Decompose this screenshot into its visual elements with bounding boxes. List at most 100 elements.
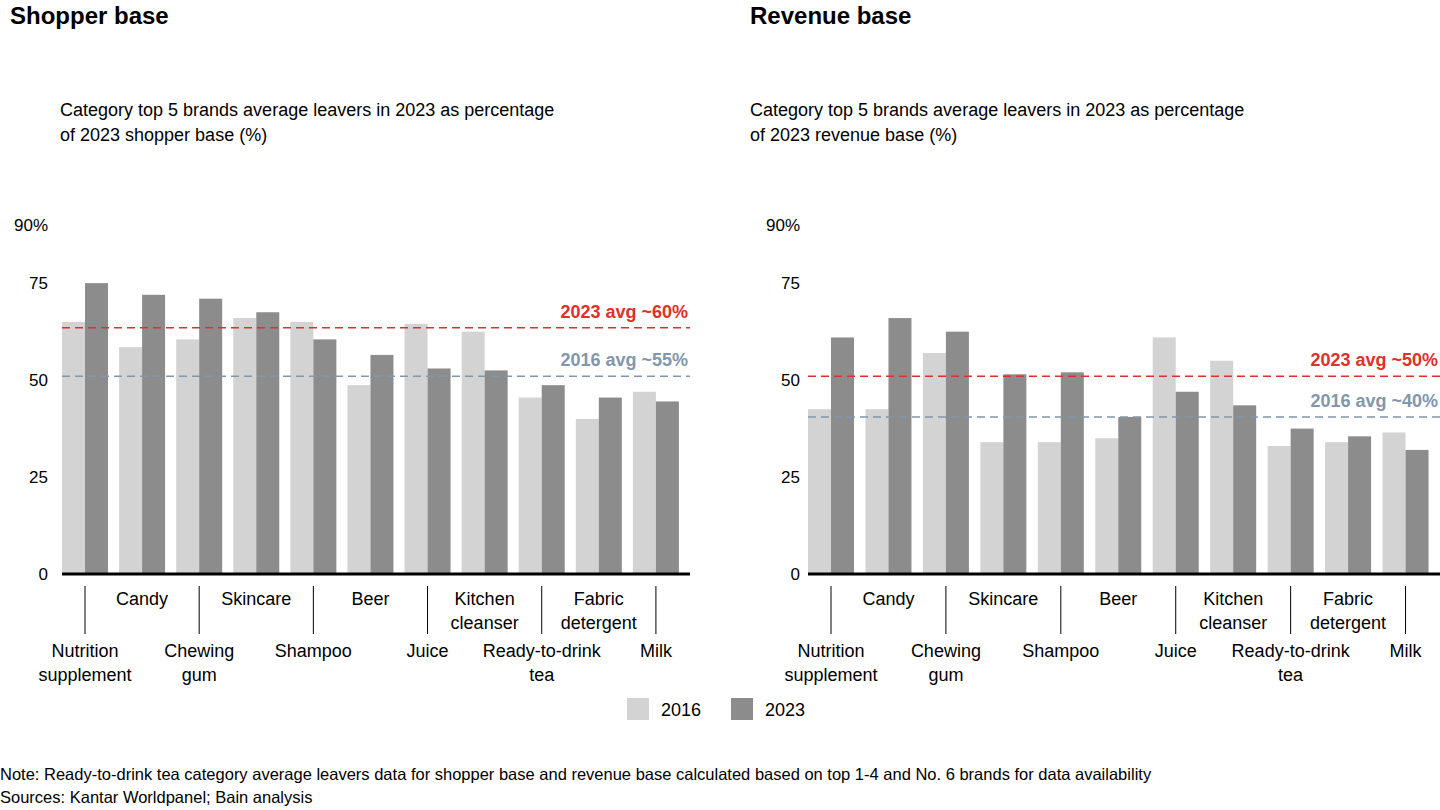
bar [1153,337,1176,574]
x-tick-label: Ready-to-drinktea [483,641,602,685]
y-tick-label: 90% [14,216,48,235]
category-tick [85,586,86,634]
y-tick-label: 50 [781,371,800,390]
bar [980,442,1003,574]
legend-swatch [731,698,753,720]
bar [865,409,888,574]
bar [1325,442,1348,574]
y-tick-label: 90% [766,216,800,235]
chart-title: Shopper base [10,2,169,29]
bar [405,324,428,574]
category-tick [655,586,656,634]
bar [1291,429,1314,574]
bar [485,370,508,574]
bar [519,398,542,574]
bar [599,398,622,574]
y-tick-label: 25 [29,468,48,487]
category-tick [945,586,946,634]
reference-label: 2016 avg ~40% [1310,391,1438,411]
bar [1118,417,1141,574]
chart-title: Revenue base [750,2,911,29]
bar [347,385,370,574]
bar [633,392,656,574]
x-tick-label: Shampoo [1022,641,1099,661]
bar [313,339,336,574]
x-tick-label: Chewinggum [911,641,981,685]
x-tick-label: Skincare [221,589,291,609]
chart-canvas: Shopper base Category top 5 brands averag… [0,0,1440,810]
bar [946,332,969,574]
bar [831,337,854,574]
reference-line [62,327,690,329]
x-tick-label: Candy [862,589,914,609]
x-tick-label: Milk [640,641,673,661]
bar [542,385,565,574]
bar [656,401,679,574]
bar [923,353,946,574]
x-tick-label: Kitchencleanser [1199,589,1267,633]
reference-line [62,375,690,377]
x-axis [62,573,690,576]
reference-label: 2023 avg ~60% [560,302,688,322]
x-tick-label: Juice [407,641,449,661]
bar [233,318,256,574]
x-tick-label: Chewinggum [164,641,234,685]
panel: Revenue base Category top 5 brands averag… [750,2,1440,685]
reference-line [808,416,1440,418]
category-tick [831,586,832,634]
bar [290,322,313,574]
reference-label: 2016 avg ~55% [560,350,688,370]
source: Sources: Kantar Worldpanel; Bain analysi… [0,788,312,806]
bar [428,368,451,574]
bar [1038,442,1061,574]
legend-label: 2023 [765,700,805,720]
bar [119,347,142,574]
bar [62,322,85,574]
bar [1348,436,1371,574]
bar [1383,432,1406,574]
bar [808,409,831,574]
bar [1210,361,1233,574]
reference-line [808,375,1440,377]
x-tick-label: Beer [351,589,389,609]
x-tick-label: Milk [1390,641,1423,661]
bar [1176,392,1199,574]
bar [1095,438,1118,574]
x-tick-label: Juice [1155,641,1197,661]
category-tick [541,586,542,634]
category-tick [427,586,428,634]
note: Note: Ready-to-drink tea category averag… [0,765,1152,783]
y-tick-label: 25 [781,468,800,487]
x-tick-label: Kitchencleanser [451,589,519,633]
legend-swatch [627,698,649,720]
x-axis [808,573,1440,576]
x-tick-label: Beer [1099,589,1137,609]
y-tick-label: 75 [29,274,48,293]
bar [462,332,485,574]
y-tick-label: 75 [781,274,800,293]
y-tick-label: 50 [29,371,48,390]
category-tick [1175,586,1176,634]
category-tick [1405,586,1406,634]
bar [176,339,199,574]
x-tick-label: Candy [116,589,168,609]
x-tick-label: Skincare [968,589,1038,609]
category-tick [1060,586,1061,634]
bar [370,355,393,574]
x-tick-label: Fabricdetergent [561,589,637,633]
bar [1233,405,1256,574]
bars [62,283,690,574]
bar [1061,372,1084,574]
category-tick [199,586,200,634]
panel: Shopper base Category top 5 brands averag… [10,2,690,685]
legend-label: 2016 [661,700,701,720]
bar [576,419,599,574]
legend: 2016 2023 [627,698,805,720]
category-tick [1290,586,1291,634]
y-tick-label: 0 [39,565,48,584]
chart-subtitle: Category top 5 brands average leavers in… [60,100,554,145]
reference-label: 2023 avg ~50% [1310,350,1438,370]
chart-subtitle: Category top 5 brands average leavers in… [750,100,1244,145]
x-tick-label: Shampoo [275,641,352,661]
y-tick-label: 0 [791,565,800,584]
